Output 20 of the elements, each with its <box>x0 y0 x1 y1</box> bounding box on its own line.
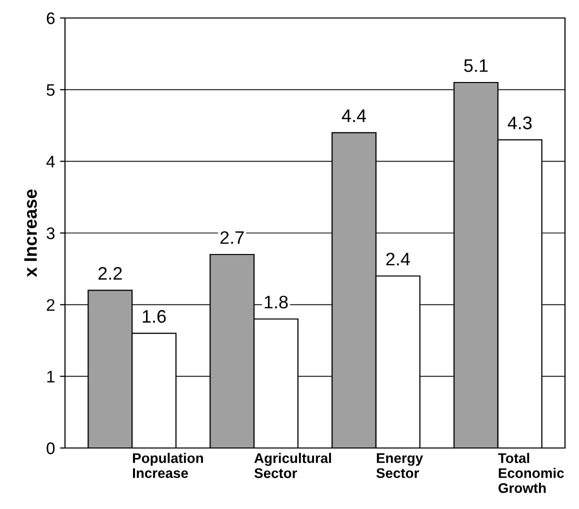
y-tick-label: 3 <box>46 227 55 240</box>
y-tick-label: 0 <box>46 442 55 454</box>
y-tick-label: 1 <box>47 370 54 382</box>
data-label: 2.2 <box>98 267 122 280</box>
data-label: 2.4 <box>386 252 410 266</box>
x-tick-label: Population Increase <box>133 452 203 478</box>
y-tick-label: 4 <box>46 156 55 168</box>
y-axis-title: x Increase <box>24 189 37 278</box>
data-label: 5.1 <box>464 59 488 72</box>
data-label: 2.7 <box>220 231 244 244</box>
y-tick-label: 6 <box>46 12 55 24</box>
x-tick-label: Total Economic Growth <box>498 452 564 493</box>
data-label: 1.6 <box>142 310 166 323</box>
x-tick-label: Agricultural Sector <box>254 452 331 478</box>
y-tick-label: 2 <box>46 299 54 311</box>
data-label: 4.3 <box>508 116 532 130</box>
y-tick-label: 5 <box>46 84 55 96</box>
x-tick-label: Energy Sector <box>376 453 423 478</box>
data-label: 1.8 <box>264 296 288 308</box>
data-label: 4.4 <box>342 110 366 122</box>
